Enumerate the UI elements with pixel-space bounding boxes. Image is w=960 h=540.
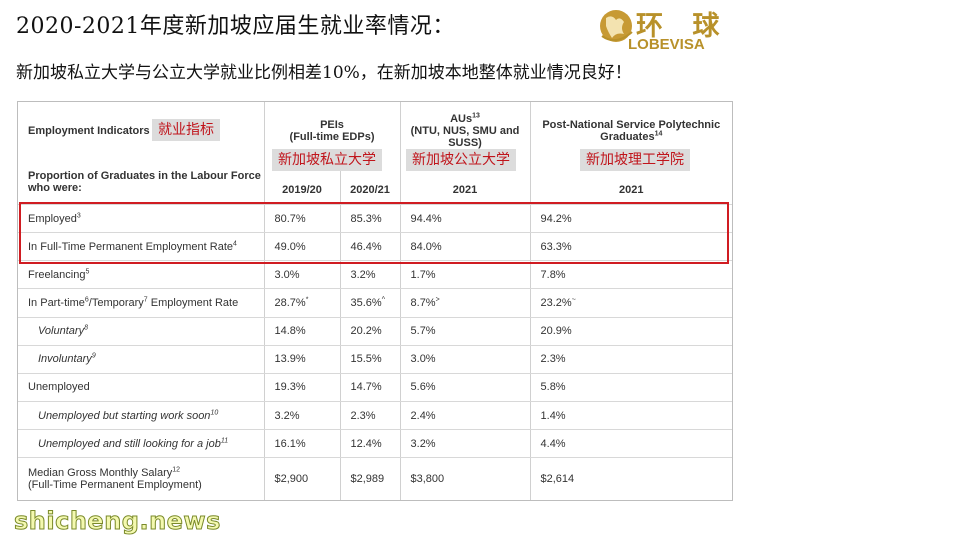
page-title: 2020-2021年度新加坡应届生就业率情况：	[16, 14, 455, 39]
subheader-proportion: Proportion of Graduates in the Labour Fo…	[18, 160, 264, 206]
logo-english-text: LOBEVISA	[628, 36, 705, 53]
label-aus-cn: 新加坡公立大学	[406, 149, 516, 171]
label-poly-cn: 新加坡理工学院	[580, 149, 690, 171]
logo-chinese-text: 环 球	[636, 11, 730, 42]
table-row: In Part-time6/Temporary7 Employment Rate…	[18, 288, 733, 318]
table-row: Voluntary8 14.8% 20.2% 5.7% 20.9%	[18, 317, 733, 346]
table-row: Unemployed but starting work soon10 3.2%…	[18, 401, 733, 431]
table-row: Median Gross Monthly Salary12 (Full-Time…	[18, 457, 733, 500]
employment-table-container: Employment Indicators PEIs (Full-time ED…	[17, 101, 733, 501]
employment-table: Employment Indicators PEIs (Full-time ED…	[18, 102, 733, 500]
table-row: Unemployed 19.3% 14.7% 5.6% 5.8%	[18, 373, 733, 402]
label-indicators-cn: 就业指标	[152, 119, 220, 141]
table-row: In Full-Time Permanent Employment Rate4 …	[18, 232, 733, 262]
page-subtitle: 新加坡私立大学与公立大学就业比例相差10%，在新加坡本地整体就业情况良好！	[16, 63, 632, 83]
watermark: shicheng.news	[14, 507, 221, 536]
globevisa-logo: 环 球 LOBEVISA	[598, 4, 738, 56]
header-indicators: Employment Indicators	[28, 125, 150, 138]
globe-icon	[600, 10, 633, 42]
employment-highlight-box	[19, 202, 729, 264]
table-row: Unemployed and still looking for a job11…	[18, 429, 733, 459]
table-row: Employed3 80.7% 85.3% 94.4% 94.2%	[18, 204, 733, 234]
table-row: Freelancing5 3.0% 3.2% 1.7% 7.8%	[18, 260, 733, 290]
table-row: Involuntary9 13.9% 15.5% 3.0% 2.3%	[18, 345, 733, 374]
label-peis-cn: 新加坡私立大学	[272, 149, 382, 171]
